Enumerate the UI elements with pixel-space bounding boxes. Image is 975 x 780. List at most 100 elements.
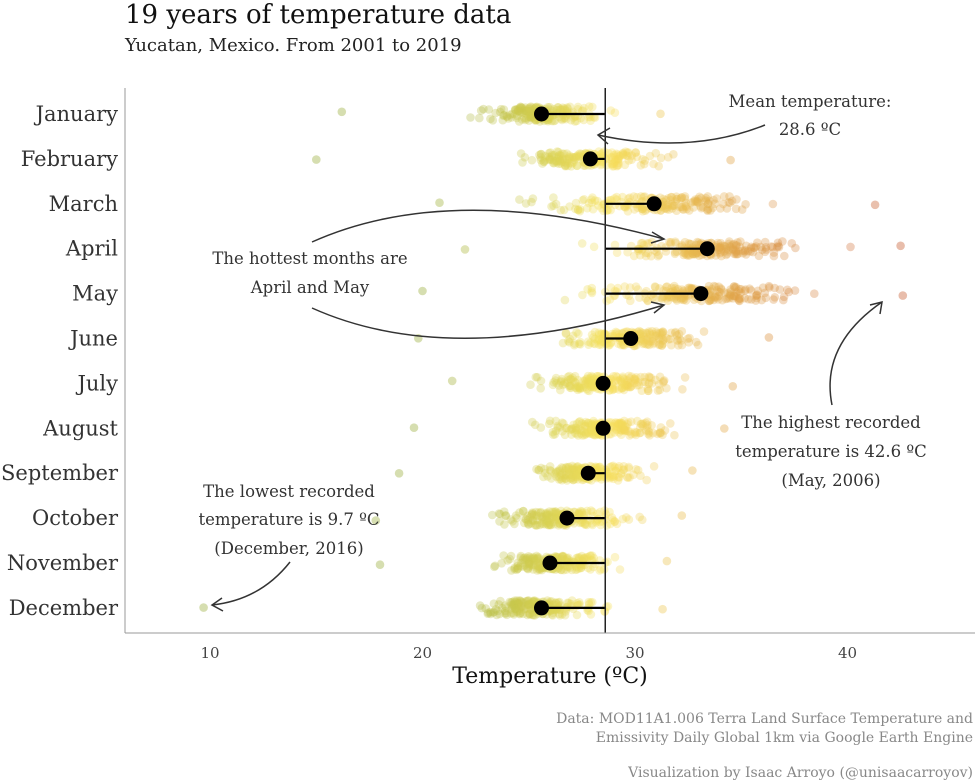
temperature-point bbox=[640, 192, 650, 201]
temperature-point bbox=[728, 245, 738, 254]
temperature-point bbox=[567, 152, 577, 162]
temperature-point bbox=[552, 515, 561, 525]
temperature-point bbox=[640, 159, 649, 169]
temperature-point bbox=[644, 327, 654, 336]
temperature-point bbox=[642, 329, 652, 338]
temperature-point bbox=[663, 152, 673, 162]
temperature-point bbox=[546, 520, 555, 530]
temperature-point bbox=[526, 600, 536, 609]
temperature-point bbox=[525, 609, 535, 618]
temperature-point bbox=[707, 292, 716, 302]
temperature-point bbox=[562, 462, 571, 472]
temperature-point-min bbox=[435, 198, 444, 207]
temperature-point bbox=[557, 374, 566, 384]
temperature-point bbox=[523, 511, 532, 521]
temperature-point bbox=[547, 597, 556, 606]
temperature-point bbox=[680, 192, 690, 201]
temperature-point bbox=[520, 561, 530, 570]
temperature-point bbox=[524, 106, 534, 116]
temperature-point bbox=[536, 463, 546, 473]
temperature-point bbox=[741, 285, 750, 294]
temperature-point bbox=[752, 290, 762, 299]
annotation-lowest-line3: (December, 2016) bbox=[214, 539, 363, 558]
temperature-point bbox=[569, 463, 578, 472]
temperature-point bbox=[751, 291, 761, 301]
temperature-point bbox=[620, 380, 629, 390]
temperature-point bbox=[560, 610, 570, 620]
temperature-point bbox=[619, 150, 628, 160]
temperature-point bbox=[536, 376, 546, 386]
temperature-point bbox=[551, 598, 561, 608]
temperature-point bbox=[613, 161, 622, 170]
temperature-point bbox=[566, 473, 576, 483]
temperature-point bbox=[653, 386, 663, 395]
temperature-point bbox=[555, 156, 565, 165]
temperature-point bbox=[545, 154, 554, 163]
temperature-point bbox=[733, 238, 742, 247]
temperature-point bbox=[577, 426, 587, 436]
temperature-point bbox=[565, 425, 575, 435]
temperature-point bbox=[749, 243, 758, 252]
temperature-point bbox=[764, 281, 774, 291]
temperature-point bbox=[558, 338, 568, 348]
temperature-point bbox=[506, 515, 516, 524]
temperature-point bbox=[750, 243, 759, 253]
temperature-point bbox=[514, 598, 524, 608]
temperature-point bbox=[553, 467, 563, 476]
temperature-point bbox=[693, 194, 703, 204]
temperature-point bbox=[730, 282, 739, 291]
temperature-point bbox=[614, 377, 624, 386]
temperature-point bbox=[545, 155, 555, 164]
temperature-point bbox=[678, 204, 687, 214]
temperature-point bbox=[520, 113, 529, 123]
temperature-point bbox=[732, 241, 741, 250]
temperature-point bbox=[516, 149, 526, 158]
temperature-point bbox=[696, 202, 705, 211]
temperature-point bbox=[510, 564, 519, 574]
temperature-point bbox=[694, 251, 704, 260]
temperature-point bbox=[656, 293, 666, 303]
temperature-point bbox=[554, 153, 563, 162]
month-label-april: April bbox=[65, 237, 118, 261]
temperature-point bbox=[549, 150, 559, 160]
temperature-point bbox=[753, 238, 762, 247]
temperature-point bbox=[649, 462, 659, 471]
temperature-point bbox=[576, 383, 585, 393]
temperature-point bbox=[544, 510, 554, 520]
temperature-point bbox=[565, 383, 575, 392]
temperature-point bbox=[582, 553, 591, 562]
temperature-point bbox=[531, 521, 541, 530]
temperature-point bbox=[729, 291, 738, 301]
temperature-point bbox=[562, 471, 571, 480]
temperature-point bbox=[607, 156, 617, 165]
temperature-point bbox=[476, 106, 486, 115]
temperature-point bbox=[622, 151, 631, 160]
temperature-point bbox=[527, 197, 536, 207]
temperature-point bbox=[661, 195, 671, 205]
temperature-point bbox=[573, 102, 583, 112]
temperature-point bbox=[582, 520, 592, 530]
temperature-point bbox=[593, 196, 602, 206]
temperature-point bbox=[741, 250, 751, 259]
temperature-point bbox=[667, 340, 676, 350]
temperature-point bbox=[644, 379, 653, 389]
temperature-point bbox=[508, 597, 517, 607]
temperature-point bbox=[633, 465, 643, 475]
temperature-point bbox=[594, 330, 604, 339]
temperature-point bbox=[610, 158, 619, 168]
temperature-point bbox=[621, 422, 631, 432]
temperature-point bbox=[567, 565, 577, 575]
temperature-point-max bbox=[658, 604, 667, 614]
temperature-point bbox=[513, 106, 523, 116]
temperature-point bbox=[528, 509, 537, 518]
temperature-point bbox=[660, 201, 669, 210]
temperature-point bbox=[610, 194, 619, 203]
temperature-point bbox=[579, 554, 589, 563]
temperature-point bbox=[610, 384, 620, 394]
temperature-point bbox=[590, 339, 600, 349]
temperature-point bbox=[539, 157, 548, 166]
temperature-point bbox=[625, 383, 635, 392]
temperature-point bbox=[530, 554, 539, 563]
temperature-point bbox=[605, 462, 615, 472]
temperature-point bbox=[615, 419, 624, 429]
